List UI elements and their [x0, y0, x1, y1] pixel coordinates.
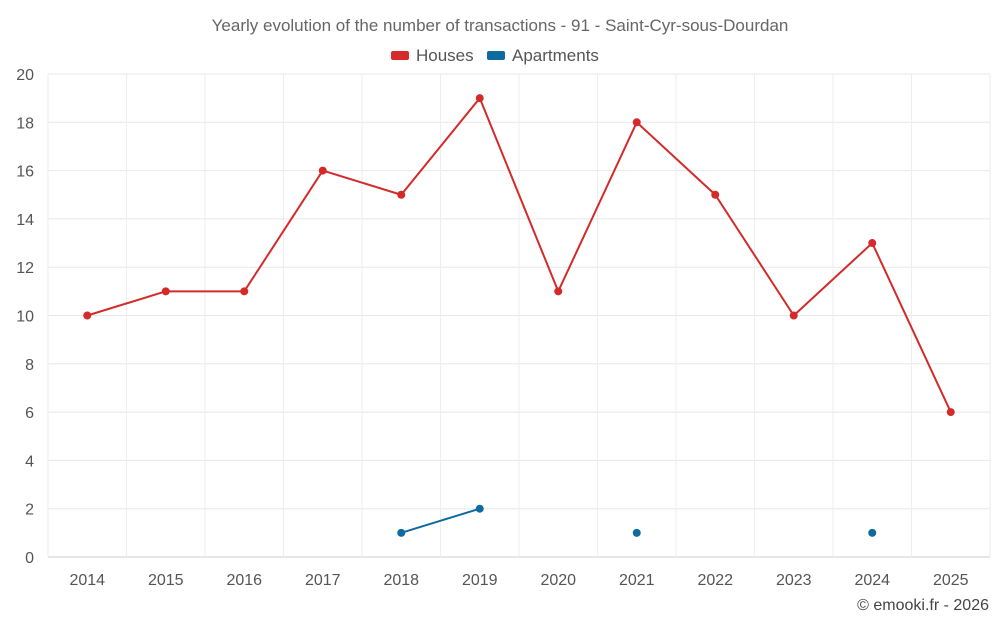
data-point-apartments[interactable]	[868, 528, 877, 537]
data-point-apartments[interactable]	[632, 528, 641, 537]
data-point-houses[interactable]	[554, 287, 563, 296]
credit: © emooki.fr - 2026	[857, 597, 989, 614]
y-tick-label: 8	[25, 357, 34, 374]
x-tick-label: 2021	[619, 572, 655, 589]
legend-swatch-apartments	[487, 51, 505, 60]
data-point-houses[interactable]	[789, 311, 798, 320]
legend-swatch-houses	[391, 51, 409, 60]
data-point-houses[interactable]	[240, 287, 249, 296]
x-tick-label: 2023	[776, 572, 812, 589]
y-tick-label: 6	[25, 405, 34, 422]
x-tick-label: 2024	[854, 572, 890, 589]
x-tick-label: 2014	[69, 572, 105, 589]
y-tick-label: 20	[16, 67, 34, 84]
series-line-houses	[86, 97, 952, 413]
series-line-apartments	[400, 507, 481, 534]
y-tick-label: 16	[16, 164, 34, 181]
data-point-houses[interactable]	[318, 166, 327, 175]
y-tick-label: 0	[25, 550, 34, 567]
x-tick-label: 2019	[462, 572, 498, 589]
y-tick-label: 12	[16, 260, 34, 277]
x-tick-label: 2016	[226, 572, 262, 589]
data-point-houses[interactable]	[83, 311, 92, 320]
x-tick-label: 2017	[305, 572, 341, 589]
data-point-houses[interactable]	[711, 190, 720, 199]
chart-title: Yearly evolution of the number of transa…	[212, 16, 789, 35]
series-apartments	[397, 504, 877, 537]
legend-item-apartments[interactable]: Apartments	[487, 46, 599, 65]
y-tick-label: 4	[25, 453, 34, 470]
data-point-houses[interactable]	[475, 94, 484, 103]
x-axis: 2014 2015 2016 2017 2018 2019 2020 2021 2022 2023…	[69, 572, 968, 589]
x-tick-label: 2020	[540, 572, 576, 589]
y-tick-label: 2	[25, 502, 34, 519]
y-tick-label: 14	[16, 212, 34, 229]
legend: Houses Apartments	[391, 46, 599, 65]
grid	[47, 73, 991, 558]
y-tick-label: 18	[16, 115, 34, 132]
x-tick-label: 2025	[933, 572, 969, 589]
series-layer	[83, 94, 955, 537]
legend-label-apartments: Apartments	[512, 46, 599, 65]
x-tick-label: 2015	[148, 572, 184, 589]
data-point-houses[interactable]	[632, 118, 641, 127]
data-point-houses[interactable]	[868, 239, 877, 248]
x-tick-label: 2018	[383, 572, 419, 589]
y-axis: 0 2 4 6 8 10 12 14 16 18 20	[16, 67, 34, 567]
series-houses	[83, 94, 955, 417]
data-point-apartments[interactable]	[397, 528, 406, 537]
x-tick-label: 2022	[697, 572, 733, 589]
y-tick-label: 10	[16, 309, 34, 326]
data-point-houses[interactable]	[397, 190, 406, 199]
data-point-houses[interactable]	[946, 408, 955, 417]
legend-label-houses: Houses	[416, 46, 474, 65]
legend-item-houses[interactable]: Houses	[391, 46, 474, 65]
data-point-apartments[interactable]	[475, 504, 484, 513]
data-point-houses[interactable]	[161, 287, 170, 296]
